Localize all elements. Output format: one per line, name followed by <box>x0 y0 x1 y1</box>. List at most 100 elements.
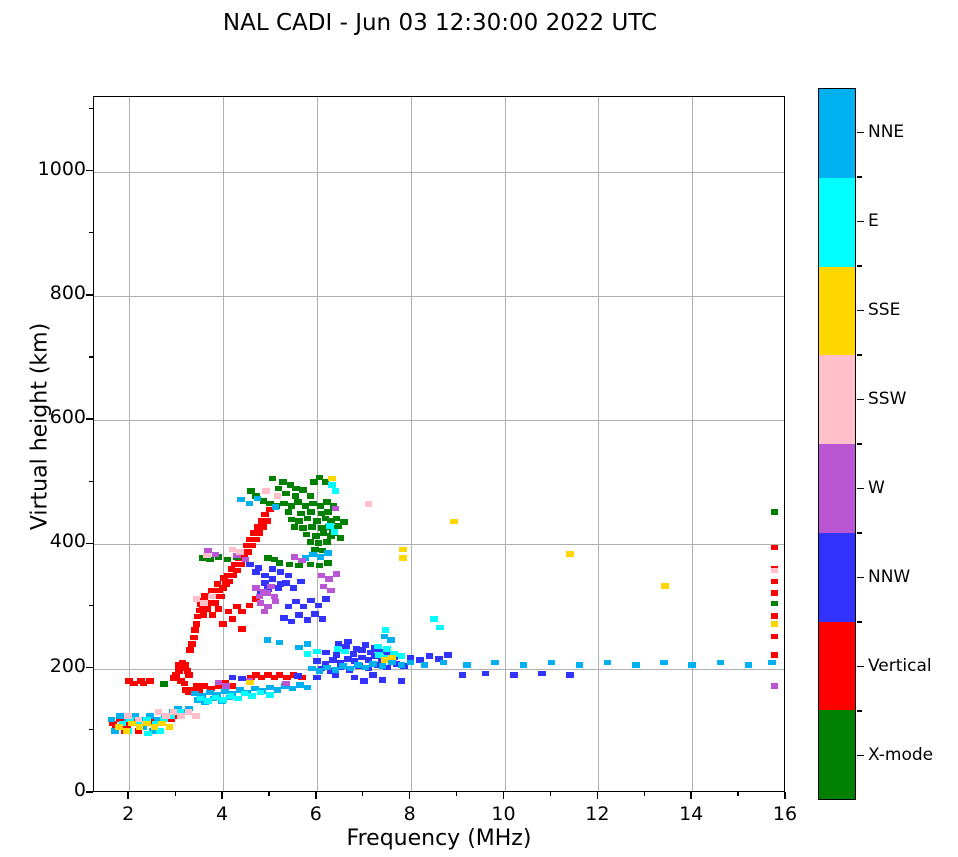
data-point <box>290 524 299 530</box>
data-point <box>266 692 274 698</box>
data-point <box>378 677 387 683</box>
data-point <box>314 540 323 546</box>
data-point <box>575 662 584 668</box>
data-point <box>192 683 201 689</box>
data-point <box>326 522 334 529</box>
data-point <box>247 488 255 494</box>
data-point <box>332 571 341 578</box>
colorbar-tick <box>857 665 864 668</box>
data-point <box>266 500 274 507</box>
data-point <box>280 614 288 621</box>
data-point <box>298 557 306 564</box>
data-point <box>266 506 274 513</box>
data-point <box>406 659 415 666</box>
data-point <box>154 709 163 715</box>
data-point <box>270 593 279 600</box>
data-point <box>183 668 192 674</box>
data-point <box>226 693 235 699</box>
data-point <box>399 546 407 553</box>
data-point <box>339 663 347 669</box>
data-point <box>250 530 258 537</box>
data-point <box>361 642 370 648</box>
data-point <box>282 580 290 586</box>
data-point <box>200 683 208 689</box>
x-axis-tick-label: 2 <box>122 803 135 825</box>
data-point <box>181 687 190 693</box>
data-point <box>204 547 212 554</box>
colorbar-label-x-mode: X-mode <box>868 744 934 765</box>
data-point <box>241 556 250 563</box>
data-point <box>228 674 237 681</box>
data-point <box>316 503 325 509</box>
data-point <box>387 637 395 643</box>
y-axis-tick <box>86 791 93 793</box>
colorbar <box>818 88 856 800</box>
data-point <box>295 612 303 619</box>
data-point <box>153 716 162 723</box>
x-axis-minor-tick <box>268 792 270 796</box>
data-point <box>191 627 199 633</box>
data-point <box>198 555 207 561</box>
y-axis-minor-tick <box>89 604 93 607</box>
colorbar-boundary-tick <box>857 621 862 623</box>
data-point <box>229 572 238 579</box>
data-point <box>252 568 260 575</box>
data-point <box>170 675 178 681</box>
data-point <box>329 657 337 663</box>
data-point <box>167 716 176 723</box>
data-point <box>128 720 136 727</box>
data-point <box>316 554 325 560</box>
data-point <box>130 716 138 723</box>
data-point <box>297 578 305 585</box>
data-point <box>317 572 326 579</box>
data-point <box>321 515 330 522</box>
data-point <box>318 616 327 622</box>
data-point <box>294 673 302 679</box>
data-point <box>253 495 262 502</box>
data-point <box>360 678 368 684</box>
data-point <box>289 585 298 591</box>
data-point <box>303 641 312 647</box>
y-axis-tick-label: 600 <box>49 406 86 429</box>
data-point <box>208 612 217 619</box>
data-point <box>196 695 205 702</box>
data-point <box>358 654 366 661</box>
data-point <box>214 679 223 686</box>
colorbar-boundary-tick <box>857 443 862 445</box>
data-point <box>603 659 612 666</box>
data-point <box>301 503 310 509</box>
data-point <box>238 608 246 615</box>
x-axis-tick <box>784 792 786 799</box>
data-point <box>399 555 407 561</box>
data-point <box>195 687 204 693</box>
y-axis-tick-label: 400 <box>49 530 86 553</box>
colorbar-label-ssw: SSW <box>868 388 907 409</box>
data-point <box>274 485 283 492</box>
data-point <box>138 716 147 723</box>
data-point <box>327 518 335 524</box>
data-point <box>322 596 330 602</box>
data-point <box>211 600 220 606</box>
data-point <box>430 616 438 622</box>
data-point <box>160 681 168 688</box>
data-point <box>334 522 343 529</box>
data-point <box>264 555 272 561</box>
data-point <box>770 590 779 596</box>
y-axis-tick <box>86 294 93 296</box>
data-point <box>261 580 269 586</box>
data-point <box>319 530 328 537</box>
data-point <box>244 549 253 555</box>
data-point <box>148 728 157 734</box>
x-axis-minor-tick <box>643 792 645 796</box>
data-point <box>354 662 362 668</box>
data-point <box>228 616 237 622</box>
data-point <box>315 474 324 481</box>
data-point <box>313 648 321 655</box>
data-point <box>390 651 398 657</box>
data-point <box>296 682 304 688</box>
colorbar-tick <box>857 131 864 134</box>
data-point <box>397 653 406 660</box>
data-point <box>358 647 366 653</box>
data-point <box>349 651 358 657</box>
data-point <box>285 561 294 568</box>
